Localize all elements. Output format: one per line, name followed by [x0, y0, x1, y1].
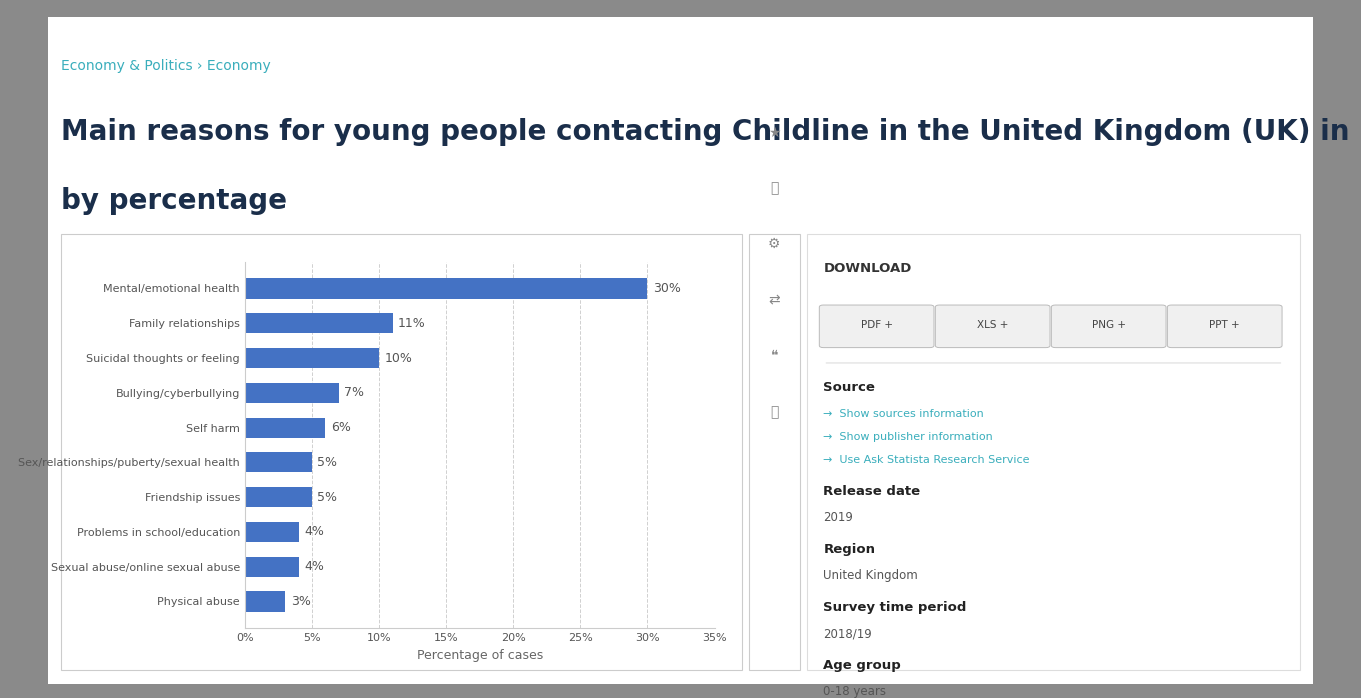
Text: ★: ★ [768, 126, 781, 140]
Text: ⚙: ⚙ [768, 237, 781, 251]
FancyBboxPatch shape [1168, 305, 1282, 348]
Bar [245, 313, 392, 334]
Bar [245, 522, 298, 542]
Text: Economy & Politics › Economy: Economy & Politics › Economy [61, 59, 271, 73]
FancyBboxPatch shape [48, 17, 1313, 684]
Bar [245, 383, 339, 403]
Text: 7%: 7% [344, 386, 365, 399]
Bar [245, 591, 286, 611]
FancyBboxPatch shape [935, 305, 1049, 348]
X-axis label: Percentage of cases: Percentage of cases [416, 648, 543, 662]
Text: 4%: 4% [304, 560, 324, 573]
Text: 5%: 5% [317, 456, 338, 469]
Bar [245, 417, 325, 438]
Text: 11%: 11% [397, 317, 426, 329]
Text: PNG +: PNG + [1092, 320, 1126, 329]
Bar [245, 348, 380, 368]
Text: PDF +: PDF + [860, 320, 893, 329]
FancyBboxPatch shape [1052, 305, 1166, 348]
Text: ⇄: ⇄ [769, 293, 780, 307]
Text: →  Show publisher information: → Show publisher information [823, 433, 994, 443]
Text: 5%: 5% [317, 491, 338, 504]
Text: Age group: Age group [823, 659, 901, 671]
Text: United Kingdom: United Kingdom [823, 570, 919, 582]
Bar [245, 279, 648, 299]
FancyBboxPatch shape [61, 234, 742, 670]
Text: 2018/19: 2018/19 [823, 628, 872, 640]
Text: ❝: ❝ [770, 349, 778, 363]
Text: XLS +: XLS + [977, 320, 1009, 329]
Text: 🖨: 🖨 [770, 405, 778, 419]
Text: Release date: Release date [823, 485, 920, 498]
Bar [245, 487, 312, 507]
Text: 10%: 10% [385, 352, 412, 364]
Bar [245, 452, 312, 473]
Text: by percentage: by percentage [61, 187, 287, 216]
Text: →  Use Ask Statista Research Service: → Use Ask Statista Research Service [823, 456, 1030, 466]
Text: →  Show sources information: → Show sources information [823, 410, 984, 419]
Bar [245, 556, 298, 577]
Text: 30%: 30% [653, 282, 680, 295]
Text: 2019: 2019 [823, 512, 853, 524]
Text: PPT +: PPT + [1210, 320, 1240, 329]
Text: Source: Source [823, 381, 875, 394]
Text: 3%: 3% [291, 595, 310, 608]
Text: 🔔: 🔔 [770, 181, 778, 195]
Text: Region: Region [823, 543, 875, 556]
Text: 0-18 years: 0-18 years [823, 685, 886, 698]
Text: DOWNLOAD: DOWNLOAD [823, 262, 912, 275]
Text: Survey time period: Survey time period [823, 601, 966, 614]
Text: 6%: 6% [331, 421, 351, 434]
FancyBboxPatch shape [749, 234, 800, 670]
FancyBboxPatch shape [807, 234, 1300, 670]
FancyBboxPatch shape [819, 305, 934, 348]
Text: 4%: 4% [304, 526, 324, 538]
Text: Main reasons for young people contacting Childline in the United Kingdom (UK) in: Main reasons for young people contacting… [61, 117, 1361, 146]
